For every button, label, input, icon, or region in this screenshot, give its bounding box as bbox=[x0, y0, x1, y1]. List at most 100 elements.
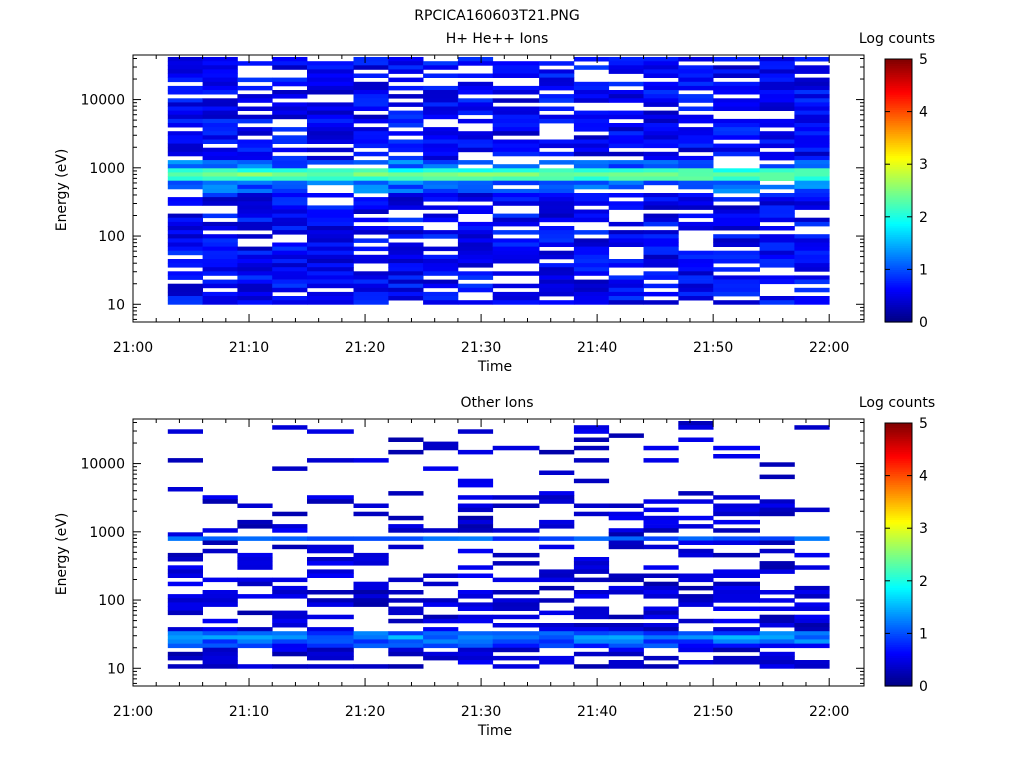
heatmap-cell bbox=[457, 660, 494, 665]
heatmap-cell bbox=[457, 618, 494, 624]
heatmap-cell bbox=[759, 561, 795, 566]
heatmap-cell bbox=[167, 627, 203, 632]
heatmap-cell bbox=[272, 594, 308, 599]
heatmap-cell bbox=[573, 664, 610, 669]
heatmap-cell bbox=[457, 254, 494, 260]
heatmap-cell bbox=[643, 118, 679, 124]
heatmap-cell bbox=[713, 221, 760, 227]
heatmap-cell bbox=[237, 188, 273, 194]
heatmap-cell bbox=[608, 639, 644, 644]
heatmap-cell bbox=[643, 102, 679, 107]
colorbar-segment bbox=[885, 563, 912, 567]
heatmap-cell bbox=[492, 536, 540, 541]
colorbar-segment bbox=[885, 558, 912, 562]
heatmap-cell bbox=[713, 168, 760, 173]
colorbar-segment bbox=[885, 427, 912, 431]
heatmap-cell bbox=[573, 168, 610, 173]
heatmap-cell bbox=[539, 598, 575, 603]
heatmap-cell bbox=[353, 127, 389, 132]
heatmap-cell bbox=[307, 544, 354, 550]
heatmap-cell bbox=[388, 242, 424, 247]
heatmap-cell bbox=[794, 151, 830, 157]
heatmap-cell bbox=[388, 65, 424, 70]
heatmap-cell bbox=[492, 188, 540, 194]
colorbar-segment bbox=[885, 205, 912, 209]
heatmap-cell bbox=[307, 569, 354, 574]
colorbar-segment bbox=[885, 65, 912, 69]
heatmap-cell bbox=[353, 184, 389, 190]
heatmap-cell bbox=[353, 102, 389, 107]
heatmap-cell bbox=[713, 631, 760, 636]
heatmap-cell bbox=[457, 234, 494, 239]
heatmap-cell bbox=[388, 143, 424, 149]
heatmap-cell bbox=[457, 221, 494, 227]
heatmap-cell bbox=[307, 627, 354, 632]
heatmap-cell bbox=[794, 602, 830, 607]
heatmap-cell bbox=[202, 627, 238, 632]
heatmap-cell bbox=[353, 536, 389, 541]
heatmap-cell bbox=[167, 291, 203, 297]
colorbar-segment bbox=[885, 677, 912, 681]
heatmap-cell bbox=[759, 193, 795, 198]
heatmap-cell bbox=[423, 184, 459, 190]
x-tick-label: 21:30 bbox=[461, 340, 501, 356]
heatmap-cell bbox=[713, 300, 760, 305]
heatmap-cell bbox=[794, 123, 830, 128]
heatmap-cell bbox=[643, 123, 679, 128]
x-axis: 21:00 21:10 21:20 21:30 21:40 21:50 22:00 bbox=[113, 419, 849, 720]
heatmap-cell bbox=[492, 528, 540, 533]
heatmap-cell bbox=[539, 573, 575, 578]
colorbar-segment bbox=[885, 447, 912, 450]
colorbar-tick-label: 5 bbox=[919, 416, 928, 432]
heatmap-cell bbox=[457, 548, 494, 554]
figure-title: RPCICA160603T21.PNG bbox=[414, 8, 579, 24]
heatmap-cell bbox=[492, 614, 540, 620]
colorbar-segment bbox=[885, 578, 912, 582]
heatmap-cell bbox=[307, 226, 354, 231]
heatmap-cell bbox=[353, 168, 389, 173]
heatmap-cell bbox=[457, 614, 494, 620]
heatmap-cell bbox=[608, 573, 644, 578]
x-tick-label: 21:20 bbox=[345, 704, 385, 720]
heatmap-cell bbox=[167, 651, 203, 657]
heatmap-cell bbox=[678, 197, 714, 202]
colorbar-segment bbox=[885, 661, 912, 665]
heatmap-cell bbox=[167, 246, 203, 252]
colorbar-segment bbox=[885, 429, 912, 433]
heatmap-cell bbox=[643, 536, 679, 541]
heatmap-cell bbox=[202, 528, 238, 533]
heatmap-cell bbox=[608, 275, 644, 280]
heatmap-cell bbox=[202, 180, 238, 186]
heatmap-cell bbox=[237, 503, 273, 508]
colorbar-segment bbox=[885, 517, 912, 521]
heatmap-cell bbox=[492, 217, 540, 223]
colorbar-segment bbox=[885, 146, 912, 150]
colorbar-segment bbox=[885, 265, 912, 268]
heatmap-cell bbox=[643, 610, 679, 616]
heatmap-cell bbox=[202, 548, 238, 554]
heatmap-cell bbox=[573, 151, 610, 157]
heatmap-cell bbox=[759, 69, 795, 74]
heatmap-cell bbox=[539, 94, 575, 99]
heatmap-cell bbox=[167, 61, 203, 66]
heatmap-cell bbox=[237, 279, 273, 285]
heatmap-cell bbox=[713, 197, 760, 202]
heatmap-cell bbox=[423, 573, 459, 578]
heatmap-cell bbox=[643, 110, 679, 116]
heatmap-cell bbox=[457, 449, 494, 455]
heatmap-cell bbox=[573, 193, 610, 198]
heatmap-cell bbox=[492, 291, 540, 297]
heatmap-cell bbox=[353, 131, 389, 136]
heatmap-cell bbox=[539, 85, 575, 91]
heatmap-cell bbox=[713, 569, 760, 574]
colorbar-segment bbox=[885, 300, 912, 303]
heatmap-cell bbox=[457, 631, 494, 636]
heatmap-cell bbox=[713, 511, 760, 517]
heatmap-cell bbox=[272, 106, 308, 111]
heatmap-cell bbox=[307, 180, 354, 186]
heatmap-cell bbox=[423, 300, 459, 305]
heatmap-cell bbox=[678, 164, 714, 169]
heatmap-cell bbox=[643, 519, 679, 525]
heatmap-cell bbox=[423, 135, 459, 140]
